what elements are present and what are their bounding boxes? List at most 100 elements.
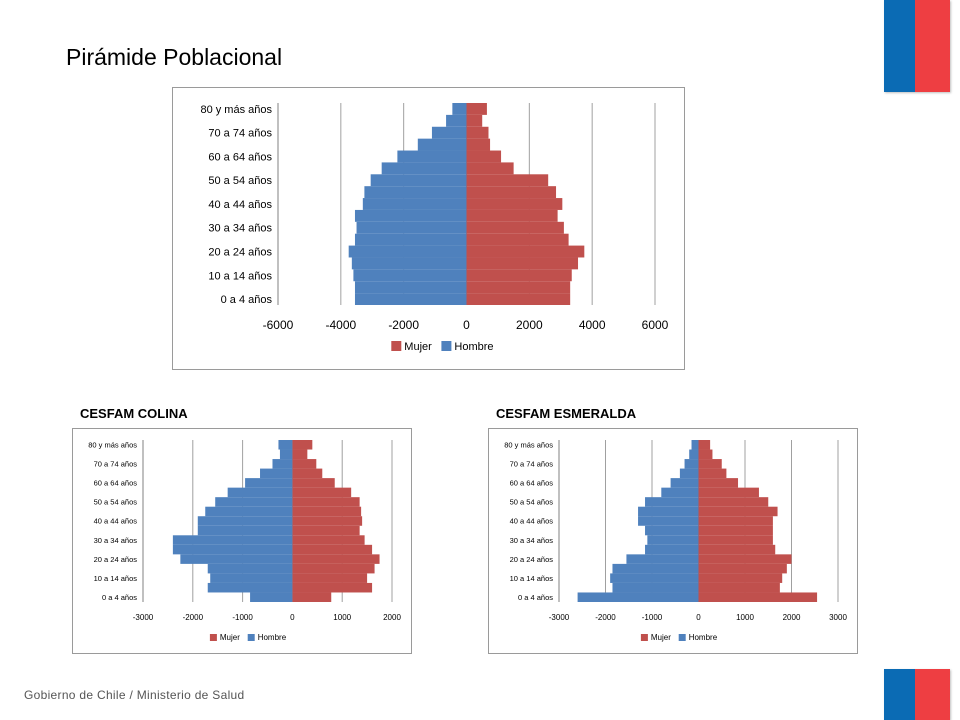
bar-mujer-9 xyxy=(466,186,557,199)
bar-hombre-3 xyxy=(351,257,467,270)
bar-hombre-2 xyxy=(610,573,699,583)
bar-hombre-15 xyxy=(446,114,467,127)
bar-mujer-13 xyxy=(466,138,491,151)
y-tick-label: 0 a 4 años xyxy=(518,593,553,602)
bar-mujer-1 xyxy=(698,582,780,593)
bar-hombre-3 xyxy=(207,563,293,574)
bar-mujer-8 xyxy=(698,516,773,526)
x-tick-label: 4000 xyxy=(579,318,606,332)
y-tick-label: 30 a 34 años xyxy=(510,536,554,545)
y-tick-label: 80 y más años xyxy=(88,440,137,449)
x-tick-label: -4000 xyxy=(325,318,356,332)
bar-mujer-0 xyxy=(698,592,818,602)
bar-mujer-3 xyxy=(466,257,579,270)
bar-mujer-13 xyxy=(698,468,727,479)
bar-hombre-11 xyxy=(661,487,699,498)
legend-swatch-hombre xyxy=(441,341,452,351)
bar-mujer-3 xyxy=(698,563,787,574)
bar-mujer-9 xyxy=(292,506,362,517)
bar-mujer-6 xyxy=(292,535,365,545)
bar-mujer-5 xyxy=(698,544,776,555)
bar-hombre-15 xyxy=(279,449,293,460)
legend-label-hombre: Hombre xyxy=(689,633,718,642)
bar-mujer-10 xyxy=(292,497,360,507)
bar-mujer-6 xyxy=(466,221,564,234)
bar-hombre-1 xyxy=(354,281,467,294)
bar-mujer-6 xyxy=(698,535,773,545)
y-tick-label: 20 a 24 años xyxy=(510,555,554,564)
chart-title-colina: CESFAM COLINA xyxy=(80,406,188,421)
bar-hombre-12 xyxy=(670,478,699,488)
y-tick-label: 0 a 4 años xyxy=(102,593,137,602)
bar-mujer-8 xyxy=(466,198,563,210)
y-tick-label: 80 y más años xyxy=(200,104,272,116)
pyramid-chart-colina: 0 a 4 años 10 a 14 años 20 a 24 años 30 a 3… xyxy=(72,428,412,654)
bar-hombre-2 xyxy=(353,269,467,282)
y-tick-label: 70 a 74 años xyxy=(510,460,554,469)
bar-mujer-3 xyxy=(292,563,375,574)
bar-hombre-14 xyxy=(431,126,467,139)
bar-mujer-1 xyxy=(466,281,571,294)
bar-hombre-13 xyxy=(260,468,293,479)
legend-label-hombre: Hombre xyxy=(258,633,287,642)
x-tick-label: -1000 xyxy=(642,613,663,622)
x-tick-label: 6000 xyxy=(642,318,669,332)
bar-hombre-0 xyxy=(577,592,699,602)
x-tick-label: 0 xyxy=(463,318,470,332)
bar-mujer-4 xyxy=(292,554,380,564)
bar-mujer-0 xyxy=(292,592,332,602)
y-tick-label: 0 a 4 años xyxy=(221,294,273,306)
chart-svg: 0 a 4 años 10 a 14 años 20 a 24 años 30 a 3… xyxy=(504,440,847,642)
chart-svg: 0 a 4 años 10 a 14 años 20 a 24 años 30 a 3… xyxy=(200,103,669,353)
bar-mujer-5 xyxy=(466,233,569,246)
x-tick-label: -2000 xyxy=(595,613,616,622)
bar-hombre-7 xyxy=(197,525,293,536)
y-tick-label: 20 a 24 años xyxy=(208,246,272,258)
y-tick-label: 70 a 74 años xyxy=(94,460,138,469)
x-tick-label: -2000 xyxy=(388,318,419,332)
y-tick-label: 40 a 44 años xyxy=(208,199,272,211)
x-tick-label: 0 xyxy=(696,613,701,622)
bar-hombre-0 xyxy=(354,293,467,305)
x-tick-label: -3000 xyxy=(549,613,570,622)
bar-mujer-2 xyxy=(466,269,572,282)
chile-flag-top xyxy=(884,0,950,92)
legend-label-mujer: Mujer xyxy=(404,341,432,353)
bar-hombre-8 xyxy=(638,516,699,526)
flag-blue-stripe xyxy=(884,669,915,720)
legend-label-mujer: Mujer xyxy=(220,633,240,642)
bar-hombre-12 xyxy=(245,478,293,488)
bar-hombre-1 xyxy=(612,582,699,593)
bar-mujer-11 xyxy=(292,487,352,498)
bar-mujer-14 xyxy=(698,459,722,469)
y-tick-label: 10 a 14 años xyxy=(510,574,554,583)
bar-mujer-10 xyxy=(466,174,549,187)
x-tick-label: -3000 xyxy=(133,613,154,622)
bar-hombre-10 xyxy=(645,497,699,507)
y-tick-label: 60 a 64 años xyxy=(208,151,272,163)
bar-hombre-9 xyxy=(364,186,467,199)
legend-swatch-mujer xyxy=(391,341,402,351)
bar-hombre-8 xyxy=(362,198,467,210)
bar-mujer-5 xyxy=(292,544,373,555)
bar-hombre-16 xyxy=(278,440,293,450)
flag-red-stripe xyxy=(915,0,950,92)
flag-blue-stripe xyxy=(884,0,915,92)
y-tick-label: 50 a 54 años xyxy=(510,498,554,507)
x-tick-label: 0 xyxy=(290,613,295,622)
x-tick-label: 3000 xyxy=(829,613,847,622)
footer-text: Gobierno de Chile / Ministerio de Salud xyxy=(24,688,245,702)
bar-hombre-10 xyxy=(370,174,467,187)
bar-hombre-4 xyxy=(180,554,293,564)
y-tick-label: 50 a 54 años xyxy=(208,175,272,187)
bar-mujer-16 xyxy=(466,103,487,115)
y-tick-label: 80 y más años xyxy=(504,440,553,449)
bar-hombre-1 xyxy=(207,582,293,593)
bar-hombre-3 xyxy=(612,563,699,574)
x-tick-label: 2000 xyxy=(516,318,543,332)
bar-hombre-4 xyxy=(626,554,699,564)
bar-mujer-14 xyxy=(292,459,317,469)
bar-mujer-12 xyxy=(292,478,335,488)
legend-swatch-hombre xyxy=(247,634,255,641)
chart-title-esmeralda: CESFAM ESMERALDA xyxy=(496,406,637,421)
